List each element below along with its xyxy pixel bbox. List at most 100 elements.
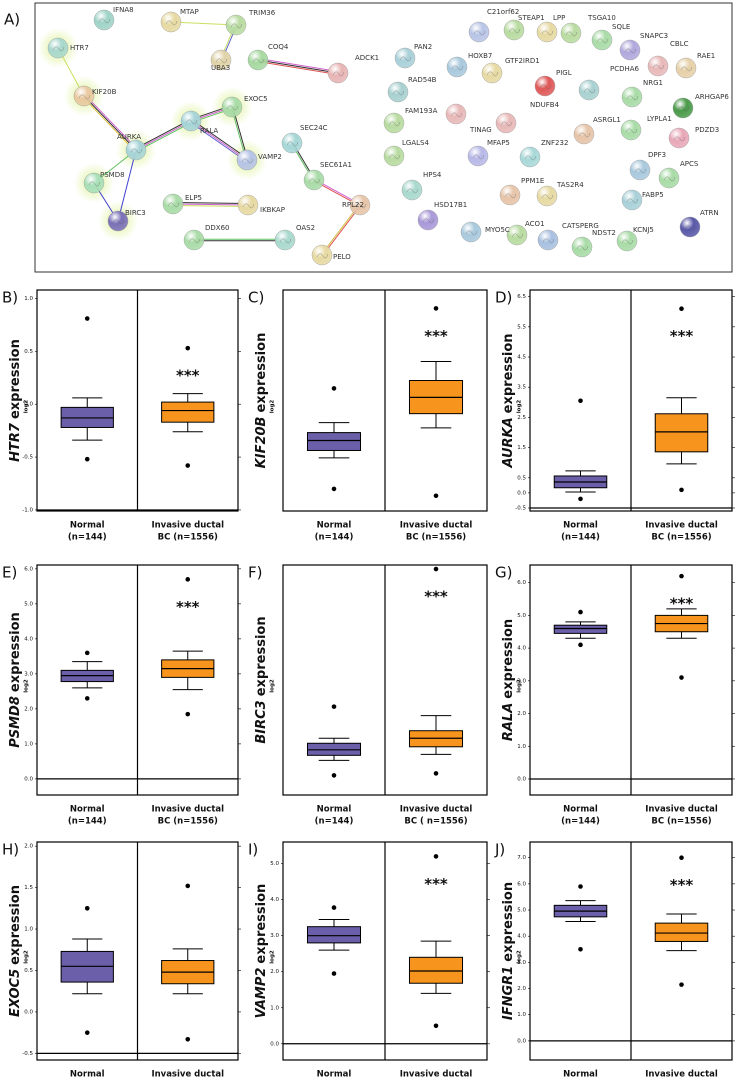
- node-label: ELP5: [185, 194, 202, 202]
- node-structure: [465, 230, 478, 236]
- significance: ***: [670, 327, 694, 345]
- node-structure: [673, 136, 686, 142]
- node-label: HOXB7: [468, 52, 492, 60]
- node-label: RAE1: [697, 52, 715, 60]
- significance: ***: [176, 367, 200, 385]
- box: [306, 432, 362, 451]
- panel-label: J): [494, 841, 505, 859]
- y-tick-label: 5.0: [517, 908, 526, 914]
- y-tick-label: 0.0: [24, 1009, 33, 1015]
- edge: [190, 120, 248, 161]
- outlier: [433, 306, 439, 311]
- y-axis-unit: log2: [270, 400, 276, 414]
- y-tick-label: 0.5: [517, 475, 526, 481]
- y-axis-text: expression: [254, 884, 269, 964]
- node-label: PSMD8: [100, 171, 125, 179]
- y-tick-label: 3.0: [270, 933, 279, 939]
- y-axis-label: EXOC5 expression: [8, 885, 23, 1017]
- y-tick-label: 5.0: [24, 601, 33, 607]
- outlier: [331, 386, 337, 391]
- node-structure: [88, 181, 101, 187]
- x-tick-label: Normal: [317, 521, 352, 531]
- node-label: FAM193A: [405, 107, 438, 115]
- y-tick-label: 5.0: [270, 861, 279, 867]
- y-tick-label: 6.5: [517, 294, 526, 300]
- x-tick-label: Invasive ductal: [645, 1070, 718, 1080]
- node-structure: [500, 121, 513, 127]
- outlier: [185, 577, 191, 582]
- y-axis-text: expression: [8, 339, 23, 419]
- y-tick-label: 4.0: [24, 636, 33, 642]
- outlier: [185, 463, 191, 468]
- node-label: ASRGL1: [593, 116, 621, 124]
- y-axis-label: VAMP2 expression: [254, 884, 269, 1019]
- y-axis-unit: log2: [24, 679, 30, 693]
- y-tick-label: 3.0: [24, 671, 33, 677]
- node-label: LPP: [553, 14, 565, 22]
- outlier: [679, 982, 684, 987]
- node-structure: [112, 219, 125, 225]
- node-label: EXOC5: [244, 95, 268, 103]
- significance: ***: [670, 595, 694, 613]
- x-tick-label: Invasive ductal: [400, 521, 473, 531]
- node-label: FABP5: [642, 191, 664, 199]
- panel-label: C): [248, 289, 264, 307]
- outlier: [433, 1023, 439, 1029]
- node-structure: [541, 30, 554, 36]
- box: [553, 624, 608, 634]
- outlier: [84, 650, 90, 656]
- y-axis-label: PSMD8 expression: [8, 612, 23, 748]
- node-structure: [621, 239, 634, 245]
- y-tick-label: 1.0: [24, 741, 33, 747]
- y-tick-label: 6.0: [24, 566, 33, 572]
- node-structure: [388, 121, 401, 127]
- x-tick-label: BC (n=1556): [158, 817, 218, 827]
- node-structure: [524, 155, 537, 161]
- x-tick-label: Invasive ductal: [400, 805, 473, 815]
- node-structure: [130, 148, 143, 154]
- node-structure: [565, 31, 578, 37]
- node-structure: [473, 30, 486, 36]
- outlier: [433, 854, 439, 859]
- y-axis-gene: AURKA: [501, 417, 516, 468]
- edge: [135, 120, 192, 151]
- y-tick-label: 0.0: [517, 490, 526, 496]
- node-label: PDZD3: [695, 126, 719, 134]
- significance: ***: [176, 598, 200, 616]
- node-label: COQ4: [268, 43, 289, 51]
- y-tick-label: 7.0: [517, 855, 526, 861]
- edge: [257, 60, 338, 75]
- panel-label: E): [2, 564, 17, 582]
- node-structure: [684, 225, 697, 231]
- node-structure: [406, 188, 419, 194]
- y-axis-label: BIRC3 expression: [254, 616, 269, 743]
- x-tick-label: Normal: [317, 805, 352, 815]
- node-structure: [634, 168, 647, 174]
- y-axis-label: RALA expression: [501, 619, 516, 741]
- x-tick-label: BC (n=1556): [651, 533, 711, 543]
- node-label: TSGA10: [587, 14, 616, 22]
- y-tick-label: 6.0: [517, 881, 526, 887]
- node-structure: [185, 119, 198, 125]
- node-structure: [625, 128, 638, 134]
- node-structure: [332, 71, 345, 77]
- node-label: PIGL: [556, 69, 572, 77]
- y-axis-text: expression: [254, 333, 269, 413]
- node-structure: [511, 233, 524, 239]
- node-label: SNAPC3: [640, 32, 668, 40]
- outlier: [185, 883, 191, 889]
- y-axis-gene: KIF20B: [254, 416, 269, 468]
- node-structure: [624, 48, 637, 54]
- outlier: [433, 493, 439, 499]
- outlier: [84, 906, 90, 911]
- node-label: PELO: [333, 253, 351, 261]
- y-tick-label: 1.5: [517, 445, 526, 451]
- y-axis-text: expression: [501, 882, 516, 962]
- node-label: AURKA: [117, 133, 141, 141]
- y-axis-gene: VAMP2: [254, 968, 269, 1019]
- significance: ***: [424, 327, 448, 345]
- x-tick-label: Normal: [563, 805, 598, 815]
- node-label: PPM1E: [521, 177, 544, 185]
- x-tick-label: Normal: [317, 1070, 352, 1080]
